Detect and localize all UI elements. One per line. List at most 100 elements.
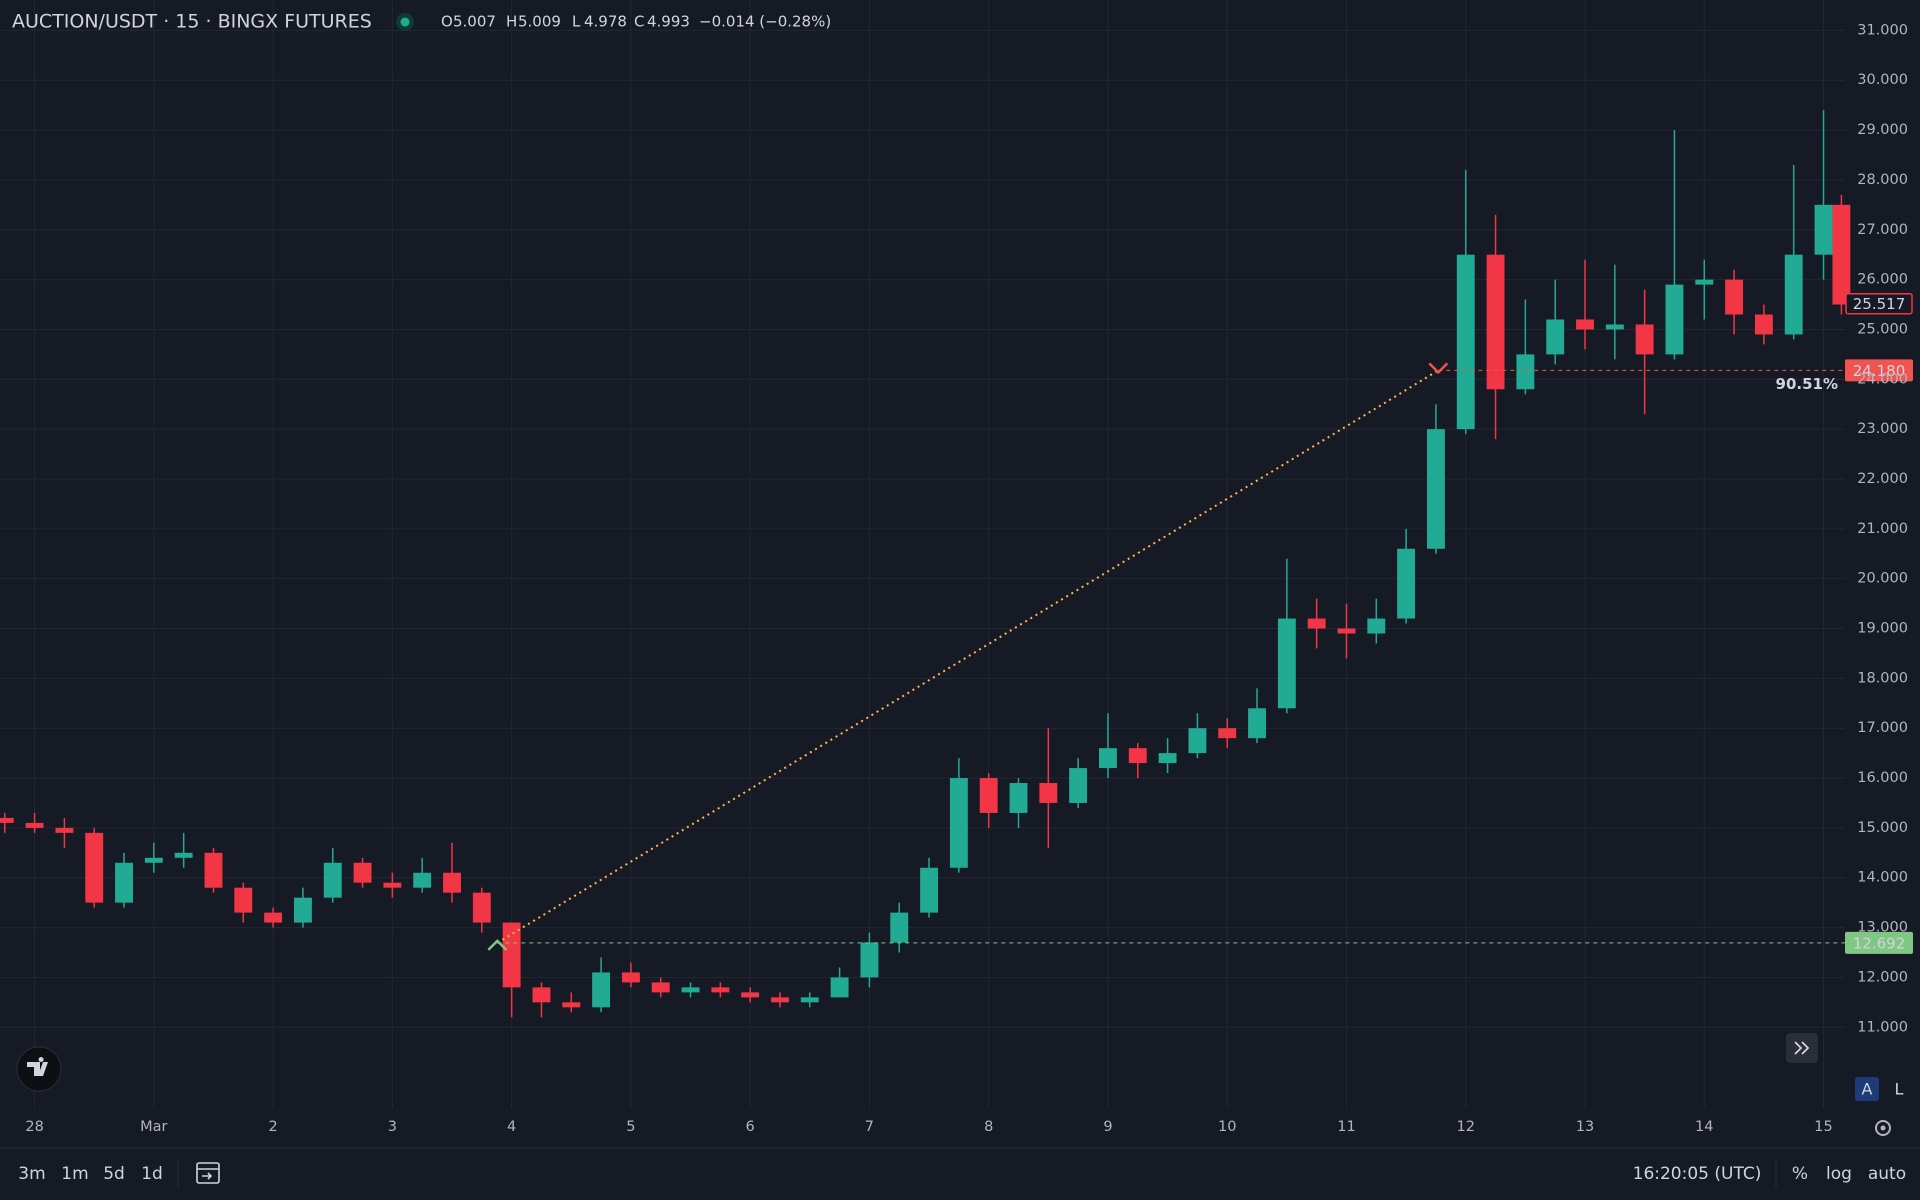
symbol-title[interactable]: AUCTION/USDT · 15 · BINGX FUTURES [12,11,372,33]
candle-body [979,778,998,813]
candle-body [711,987,730,993]
scale-button[interactable]: L [1895,1080,1904,1099]
candle-body [920,867,939,913]
x-tick-label: 6 [746,1119,755,1135]
candle-body [0,817,14,823]
y-tick-label: 31.000 [1857,22,1908,38]
candle-body [413,872,432,888]
candle-body [800,997,819,1003]
ohlc: O 5.007 H 5.009 L 4.978 C 4.993 [441,13,690,31]
plot [0,110,1851,1018]
y-tick-label: 17.000 [1857,720,1908,736]
ohlc-value: 4.993 [647,13,690,31]
candle-body [293,897,312,923]
settings-core [1880,1125,1886,1131]
x-tick-label: 4 [507,1119,516,1135]
candle-body [174,852,193,858]
x-tick-label: 15 [1814,1119,1832,1135]
candle-body [771,997,789,1003]
candle-body [1158,753,1177,764]
candle-body [621,972,640,983]
settings-icon[interactable] [1875,1120,1891,1136]
y-tick-label: 25.000 [1857,321,1908,337]
scale-option[interactable]: auto [1868,1164,1906,1184]
candle-body [1605,324,1624,330]
candle-body [1307,618,1326,629]
logo-glyph [27,1057,48,1076]
candle-body [25,822,44,828]
axes: 11.000 12.000 13.000 14.000 15.000 16.000 17.0… [25,22,1908,1135]
ohlc-key: O [441,13,453,31]
candle-body [1456,254,1475,430]
level-label-box [1845,931,1913,954]
candle-body [1397,548,1416,619]
range-button[interactable]: 1m [61,1164,88,1184]
y-tick-label: 28.000 [1857,172,1908,188]
scale-button-box[interactable] [1855,1077,1879,1101]
scale-button[interactable]: A [1862,1080,1873,1099]
candle-body [592,972,611,1008]
candle-body [1784,254,1803,335]
candle-body [353,862,372,883]
y-tick-label: 21.000 [1857,521,1908,537]
candle-body [860,942,879,978]
candle-body [1039,783,1058,803]
candle-body [1367,618,1386,634]
candle-body [1832,204,1851,305]
candle-body [55,827,74,833]
calendar-arrow [202,1172,213,1180]
level-label: 12.692 [1853,934,1906,952]
y-tick-label: 24.000 [1857,371,1908,387]
y-tick-label: 27.000 [1857,222,1908,238]
candle-body [502,922,521,988]
candle-body [562,1002,581,1008]
scale-button-box[interactable] [1887,1077,1911,1101]
y-tick-label: 11.000 [1857,1019,1908,1035]
candle-body [1069,768,1088,803]
candle-body [1248,708,1266,739]
y-tick-label: 14.000 [1857,870,1908,886]
scale-option[interactable]: % [1792,1164,1808,1184]
ohlc-key: H [506,13,517,31]
candle-body [234,887,253,913]
candle-body [1277,618,1296,709]
scale-option[interactable]: log [1826,1164,1852,1184]
x-tick-label: 9 [1103,1119,1112,1135]
y-tick-label: 22.000 [1857,471,1908,487]
y-tick-label: 23.000 [1857,421,1908,437]
candle-body [830,977,849,998]
clock: 16:20:05 (UTC) [1633,1164,1762,1184]
y-tick-label: 13.000 [1857,920,1908,936]
x-tick-label: 28 [25,1119,43,1135]
toolbar: 3m 1m 5d 1d 16:20:05 (UTC)% log auto A L [18,1077,1911,1188]
scroll-icon [1794,1041,1810,1055]
calendar-icon[interactable] [196,1162,220,1184]
level-label: 24.180 [1853,362,1906,380]
ohlc-key: C [634,13,644,31]
x-tick-label: 7 [865,1119,874,1135]
candle-body [651,982,670,993]
exit-marker [1428,362,1449,375]
candle-body [323,862,342,898]
range-button[interactable]: 5d [103,1164,125,1184]
candle-body [144,857,163,863]
y-tick-label: 18.000 [1857,670,1908,686]
range-button[interactable]: 1d [141,1164,163,1184]
candle-body [1337,628,1356,634]
candle-body [85,832,104,903]
candle-body [1128,748,1147,764]
candle-body [1486,254,1505,390]
range-button[interactable]: 3m [18,1164,45,1184]
y-tick-label: 29.000 [1857,122,1908,138]
candle-body [890,912,909,943]
candle-body [472,892,491,923]
calendar-frame [196,1162,220,1184]
candle-body [204,852,223,888]
y-tick-label: 20.000 [1857,571,1908,587]
ohlc-value: 5.009 [518,13,561,31]
candle-body [1009,783,1028,813]
candle-body [264,912,283,923]
y-tick-label: 19.000 [1857,621,1908,637]
